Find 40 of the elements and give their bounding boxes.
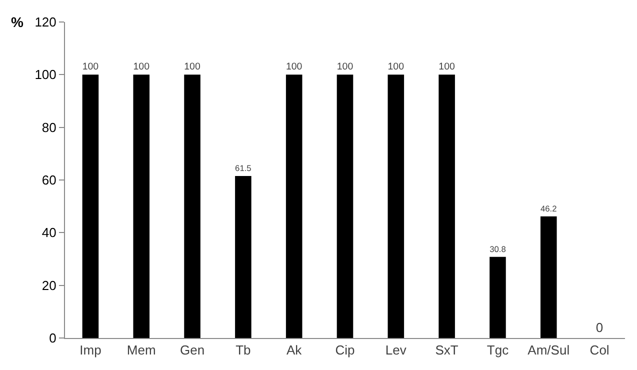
bar [490, 256, 506, 338]
y-tick-label: 80 [42, 120, 56, 135]
x-tick-label: Am/Sul [528, 342, 570, 358]
y-tick-label: 120 [34, 14, 56, 30]
data-label: 100 [133, 61, 150, 72]
data-label: 100 [82, 61, 100, 72]
x-tick-label: Gen [180, 342, 205, 358]
y-tick-label: 40 [42, 225, 56, 240]
data-label: 30.8 [490, 244, 506, 254]
x-tick-label: Tb [236, 342, 251, 358]
bar [336, 74, 354, 338]
x-tick-label: Cip [335, 342, 355, 358]
data-label: 46.2 [540, 203, 558, 214]
bar [235, 176, 252, 338]
bar [388, 74, 404, 338]
y-tick-label: 100 [34, 67, 56, 82]
y-tick-label: 0 [49, 330, 56, 346]
data-label: 100 [438, 61, 456, 72]
x-tick-label: SxT [435, 342, 458, 358]
data-label: 100 [388, 61, 405, 72]
x-tick-label: Ak [286, 342, 302, 358]
y-axis-title: % [11, 14, 24, 30]
data-label: 100 [286, 61, 303, 72]
bar [82, 74, 99, 338]
bar [286, 74, 302, 338]
data-label: 61.5 [235, 163, 252, 174]
bar [540, 216, 557, 338]
data-label: 100 [336, 61, 354, 72]
bar [133, 74, 150, 338]
bar [184, 74, 200, 338]
data-label: 0 [596, 320, 604, 335]
x-tick-label: Mem [126, 342, 156, 358]
x-tick-label: Lev [385, 342, 407, 358]
y-tick-label: 60 [42, 172, 56, 188]
data-label: 100 [184, 61, 201, 72]
x-tick-label: Col [590, 342, 610, 358]
x-tick-label: Tgc [486, 342, 510, 358]
bar [438, 74, 455, 338]
x-tick-label: Imp [80, 342, 102, 358]
y-tick-label: 20 [42, 278, 56, 293]
